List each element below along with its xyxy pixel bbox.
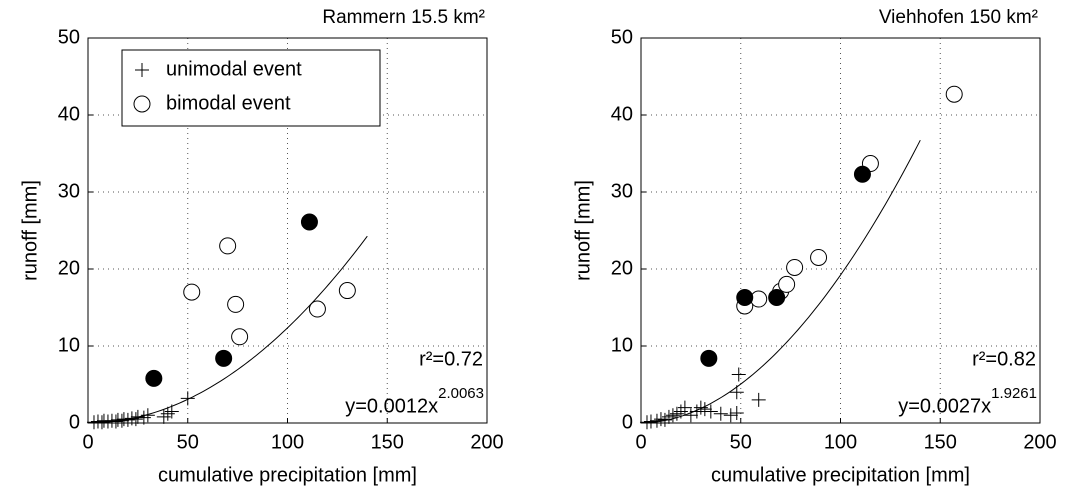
y-tick-label: 20 [58,257,80,279]
r2-label: r²=0.72 [419,348,483,370]
plot-frame [640,37,1041,424]
data-point [673,404,688,419]
data-point [215,349,233,367]
data-point [156,409,171,424]
x-axis-label: cumulative precipitation [mm] [711,464,970,486]
y-tick-label: 0 [622,411,633,433]
data-point [750,290,768,308]
y-tick-label: 40 [611,103,633,125]
data-point [657,412,672,427]
data-point [778,275,796,293]
y-axis-label: runoff [mm] [19,180,41,281]
y-tick-label: 50 [611,26,633,48]
data-point [653,412,668,427]
y-tick-label: 50 [58,26,80,48]
data-point [723,408,738,423]
chart-title: Rammern 15.5 km² [322,7,485,28]
data-point [677,400,692,415]
y-tick-label: 10 [58,334,80,356]
x-tick-label: 150 [924,431,957,453]
data-point [160,406,175,421]
fit-label: y=0.0012x [345,395,438,417]
data-point [183,283,201,301]
data-point [683,408,698,423]
y-tick-label: 10 [611,334,633,356]
data-point [786,258,804,276]
data-point [689,404,704,419]
data-point [114,413,129,428]
data-point [94,415,109,430]
data-point [700,349,718,367]
data-point [751,392,766,407]
data-point [853,165,871,183]
r2-label: r²=0.82 [972,348,1036,370]
data-point [124,411,139,426]
data-point [120,412,135,427]
chart-title: Viehhofen 150 km² [879,7,1038,28]
plot-frame [87,37,488,424]
data-point [697,402,712,417]
data-point [731,367,746,382]
fit-curve [87,235,368,424]
x-tick-label: 50 [177,431,199,453]
x-tick-label: 150 [371,431,404,453]
data-point [661,409,676,424]
x-tick-label: 100 [271,431,304,453]
legend-marker [133,95,151,113]
y-tick-label: 0 [69,411,80,433]
data-point [665,408,680,423]
data-point [136,410,151,425]
y-tick-label: 40 [58,103,80,125]
data-point [810,248,828,266]
data-point [713,406,728,421]
data-point [768,288,786,306]
y-tick-label: 30 [58,180,80,202]
x-tick-label: 100 [824,431,857,453]
data-point [227,295,245,313]
chart: 0 50 100 150 200 0 10 20 30 40 50 Viehhofen 150 km²… [572,7,1056,486]
legend-label: bimodal event [166,92,291,114]
x-tick-label: 50 [730,431,752,453]
data-point [219,237,237,255]
fit-exponent: 1.9261 [991,385,1037,402]
data-point [693,400,708,415]
fit-exponent: 2.0063 [438,385,484,402]
x-tick-label: 200 [1023,431,1056,453]
data-point [643,414,658,429]
data-point [116,412,131,427]
legend-box [121,49,381,127]
data-point [140,408,155,423]
data-point [649,413,664,428]
data-point [108,414,123,429]
data-point [308,300,326,318]
data-point [703,404,718,419]
chart: 0 50 100 150 200 0 10 20 30 40 50 Rammern 15.5 km² c… [19,7,503,486]
data-point [128,412,143,427]
data-point [736,288,754,306]
x-tick-label: 0 [82,431,93,453]
y-tick-label: 20 [611,257,633,279]
data-point [639,415,654,430]
data-point [729,405,744,420]
x-tick-label: 200 [470,431,503,453]
data-point [729,385,744,400]
legend-label: unimodal event [166,58,302,80]
legend-marker [135,63,149,77]
data-point [231,328,249,346]
data-point [945,85,963,103]
data-point [180,391,195,406]
fit-curve [640,139,921,424]
y-axis-label: runoff [mm] [572,180,594,281]
y-tick-label: 30 [611,180,633,202]
data-point [164,404,179,419]
data-point [300,213,318,231]
x-axis-label: cumulative precipitation [mm] [158,464,417,486]
data-point [338,282,356,300]
data-point [145,369,163,387]
fit-label: y=0.0027x [898,395,991,417]
x-tick-label: 0 [635,431,646,453]
data-point [130,409,145,424]
data-point [669,406,684,421]
